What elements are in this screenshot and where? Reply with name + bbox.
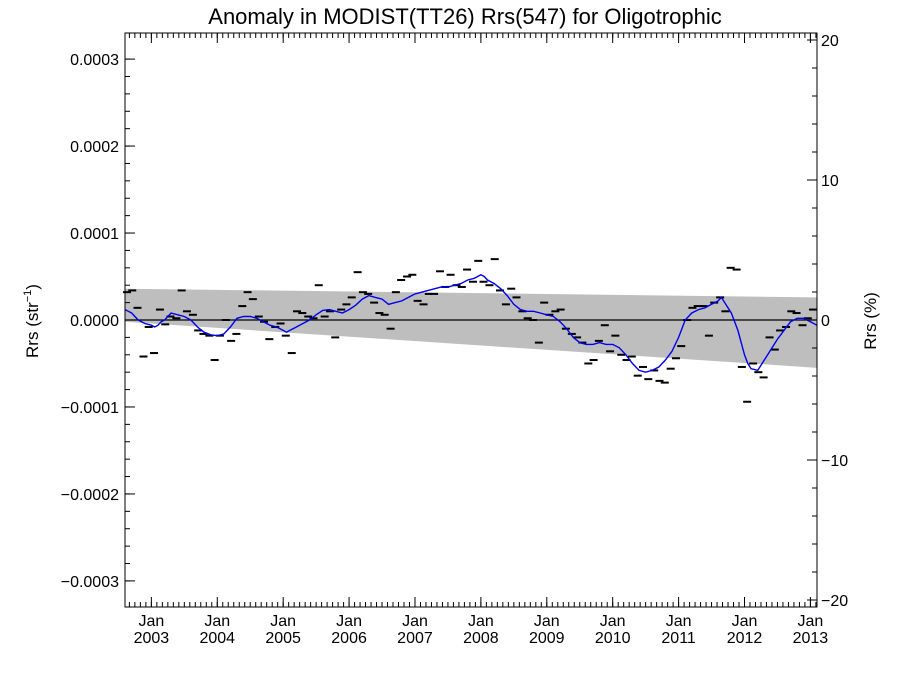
y-tick-label-left: 0.0003 xyxy=(70,52,119,69)
x-tick-year-label: 2006 xyxy=(331,630,367,647)
x-tick-year-label: 2005 xyxy=(265,630,301,647)
x-tick-month-label: Jan xyxy=(402,613,428,630)
y-tick-label-left: −0.0003 xyxy=(61,574,119,591)
x-tick-month-label: Jan xyxy=(732,613,758,630)
x-tick-year-label: 2007 xyxy=(397,630,433,647)
x-tick-month-label: Jan xyxy=(204,613,230,630)
x-tick-month-label: Jan xyxy=(666,613,692,630)
y-tick-label-left: −0.0002 xyxy=(61,487,119,504)
y-tick-label-right: 0 xyxy=(821,313,830,330)
y-tick-label-right: 10 xyxy=(821,173,839,190)
x-tick-year-label: 2013 xyxy=(793,630,829,647)
x-tick-month-label: Jan xyxy=(468,613,494,630)
x-tick-year-label: 2012 xyxy=(727,630,763,647)
x-tick-year-label: 2008 xyxy=(463,630,499,647)
x-tick-year-label: 2004 xyxy=(199,630,235,647)
y-tick-label-left: 0.0001 xyxy=(70,226,119,243)
x-tick-month-label: Jan xyxy=(600,613,626,630)
x-tick-month-label: Jan xyxy=(798,613,824,630)
x-tick-month-label: Jan xyxy=(270,613,296,630)
x-tick-year-label: 2009 xyxy=(529,630,565,647)
y-axis-label-right: Rrs (%) xyxy=(861,292,880,350)
confidence-band xyxy=(125,288,817,368)
y-tick-label-right: 20 xyxy=(821,33,839,50)
y-tick-label-left: 0.0000 xyxy=(70,313,119,330)
x-tick-month-label: Jan xyxy=(138,613,164,630)
plot-area: 0.0003 0.0002 0.0001 0.0000 −0.0001 −0.0002 −0… xyxy=(61,32,848,647)
smoothed-anomaly-line xyxy=(124,274,818,373)
y-tick-label-left: −0.0001 xyxy=(61,400,119,417)
y-tick-label-right: −20 xyxy=(821,593,848,610)
y-axis-label-left: Rrs (str−1) xyxy=(22,284,42,358)
chart-title: Anomaly in MODIST(TT26) Rrs(547) for Oli… xyxy=(208,4,721,29)
x-tick-year-label: 2010 xyxy=(595,630,631,647)
x-tick-month-label: Jan xyxy=(534,613,560,630)
x-tick-year-label: 2011 xyxy=(661,630,696,647)
y-tick-label-left: 0.0002 xyxy=(70,139,119,156)
x-tick-year-label: 2003 xyxy=(134,630,170,647)
x-tick-month-label: Jan xyxy=(336,613,362,630)
y-tick-label-right: −10 xyxy=(821,453,848,470)
